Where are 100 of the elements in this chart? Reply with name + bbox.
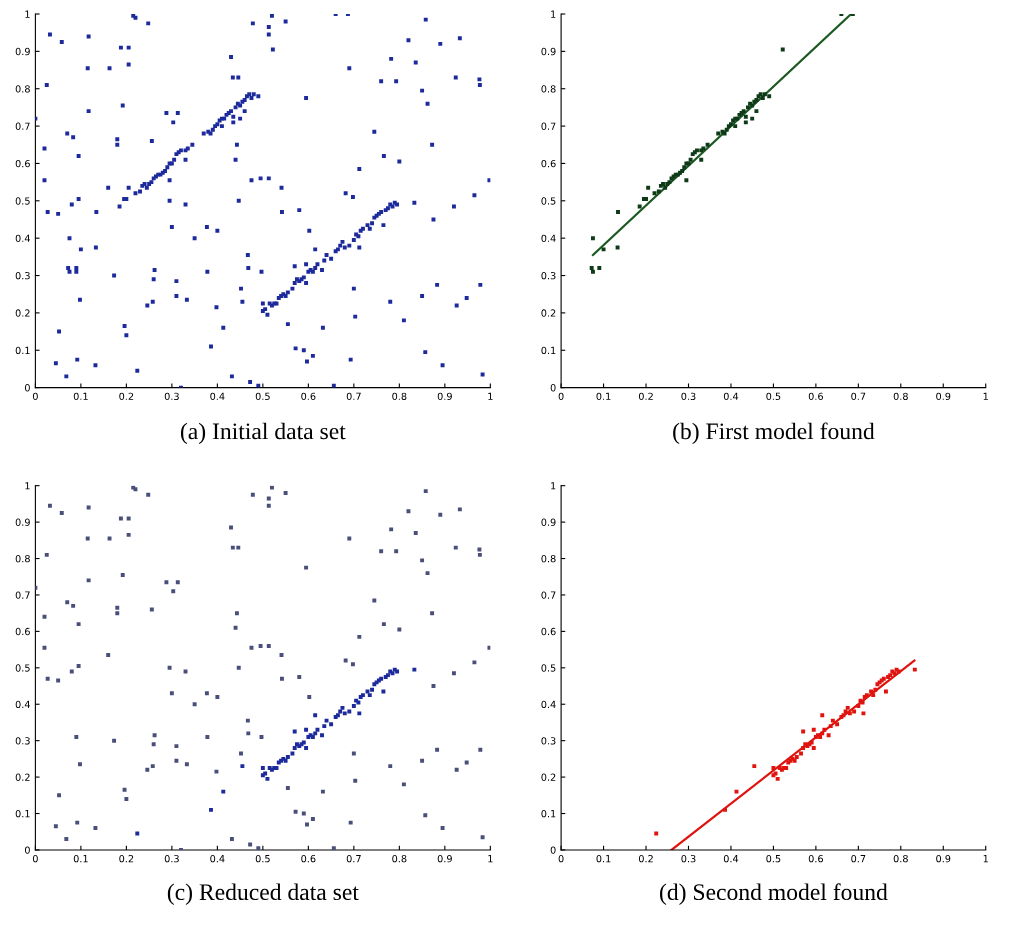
y-tick-label: 0.4 — [541, 700, 556, 709]
x-tick-label: 0.5 — [255, 392, 270, 400]
point — [238, 116, 243, 121]
y-tick-label: 0.5 — [15, 664, 30, 672]
y-tick-label: 0.6 — [541, 159, 556, 168]
x-tick-label: 0.9 — [437, 392, 452, 400]
point — [135, 831, 140, 836]
y-tick-label: 0 — [550, 384, 556, 392]
point — [654, 831, 659, 836]
y-tick-label: 0.9 — [15, 518, 30, 526]
point — [794, 755, 799, 760]
point — [811, 745, 816, 750]
point — [637, 204, 642, 209]
point — [370, 687, 375, 692]
y-tick-label: 1 — [551, 10, 556, 18]
point — [861, 711, 866, 716]
point — [663, 185, 668, 190]
point — [322, 258, 327, 263]
point — [873, 687, 878, 692]
y-tick-label: 0.7 — [541, 122, 556, 130]
x-tick-label: 0.8 — [392, 392, 407, 400]
x-tick-label: 1 — [488, 855, 493, 863]
point — [370, 221, 375, 226]
y-tick-label: 1 — [25, 10, 30, 18]
point — [699, 157, 704, 162]
point — [190, 142, 195, 147]
point — [219, 124, 224, 129]
x-tick-label: 0.1 — [73, 392, 88, 400]
point — [590, 269, 595, 274]
point — [750, 116, 755, 121]
point — [733, 124, 738, 129]
point — [304, 281, 309, 285]
x-tick-label: 0 — [32, 392, 38, 400]
x-tick-label: 0.5 — [255, 854, 270, 863]
point — [285, 755, 290, 760]
point — [315, 262, 320, 267]
x-tick-label: 0.1 — [73, 854, 88, 863]
point — [256, 94, 261, 99]
point — [304, 262, 309, 267]
point — [745, 105, 750, 110]
x-tick-label: 0.6 — [808, 854, 823, 863]
point — [646, 185, 651, 190]
y-tick-label: 0 — [24, 846, 30, 854]
x-tick-label: 1 — [983, 855, 988, 863]
y-tick-label: 0.5 — [541, 664, 556, 672]
point — [342, 711, 347, 716]
x-tick-label: 0.2 — [119, 392, 134, 400]
y-tick-label: 0.4 — [15, 700, 30, 709]
point — [682, 165, 687, 170]
point — [760, 96, 765, 101]
point — [231, 120, 236, 125]
point — [743, 120, 748, 125]
x-tick-label: 0.1 — [596, 392, 611, 400]
point — [381, 223, 386, 228]
point — [762, 92, 767, 97]
point — [313, 247, 318, 252]
point — [260, 301, 265, 306]
point — [209, 807, 213, 812]
point — [240, 764, 245, 769]
y-tick-label: 0.9 — [541, 518, 556, 526]
point — [716, 131, 721, 136]
x-tick-label: 0.2 — [638, 854, 653, 863]
x-tick-label: 0.5 — [766, 854, 781, 863]
x-tick-label: 0.9 — [936, 854, 951, 863]
point — [324, 718, 329, 723]
x-tick-label: 0.3 — [681, 392, 696, 400]
point — [172, 157, 177, 162]
y-tick-label: 0.7 — [15, 591, 30, 599]
point — [412, 200, 417, 205]
y-tick-label: 0.1 — [541, 809, 556, 818]
text: (a) Initial data set — [180, 422, 346, 445]
point — [242, 109, 247, 114]
point — [240, 299, 245, 304]
point — [320, 733, 324, 738]
point — [367, 693, 372, 698]
point — [290, 286, 295, 291]
point — [912, 667, 917, 672]
point — [845, 705, 850, 710]
point — [775, 776, 780, 781]
y-tick-label: 0.3 — [541, 737, 556, 745]
x-tick-label: 0.4 — [210, 854, 225, 863]
y-tick-label: 0.4 — [541, 234, 556, 242]
y-tick-label: 0.3 — [15, 737, 30, 745]
point — [135, 368, 140, 373]
x-tick-label: 0.4 — [723, 392, 739, 400]
point — [231, 114, 236, 119]
point — [767, 94, 772, 99]
point — [304, 745, 309, 750]
x-tick-label: 0.3 — [681, 854, 696, 863]
point — [251, 92, 256, 97]
point — [597, 266, 602, 271]
x-tick-label: 0.8 — [392, 854, 407, 863]
point — [117, 204, 122, 209]
point — [752, 764, 757, 769]
y-tick-label: 0.9 — [15, 47, 30, 56]
point — [830, 718, 835, 723]
point — [351, 704, 356, 709]
point — [871, 693, 876, 698]
x-tick-label: 0.6 — [301, 392, 316, 400]
point — [723, 807, 727, 812]
